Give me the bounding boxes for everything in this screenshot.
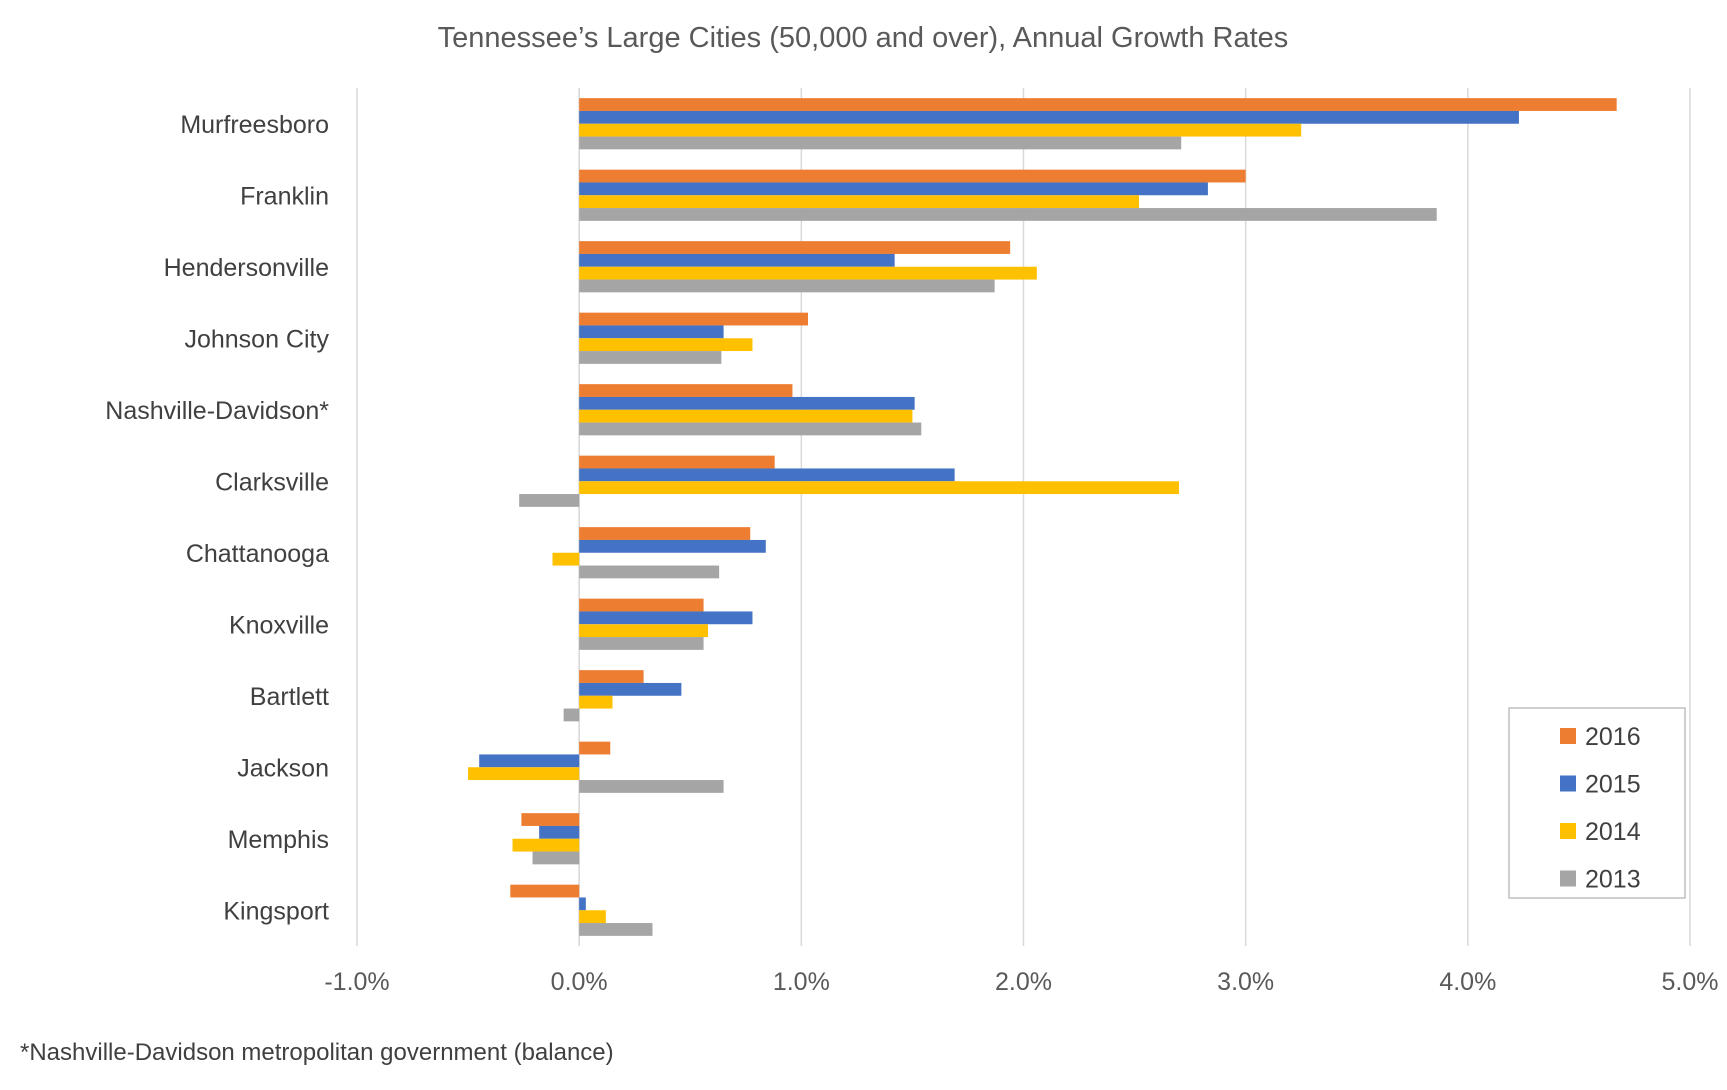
bar bbox=[579, 565, 720, 579]
bar bbox=[579, 670, 644, 683]
x-tick-label: 4.0% bbox=[1439, 968, 1496, 996]
bar bbox=[579, 741, 611, 755]
x-tick-label: -1.0% bbox=[324, 968, 389, 996]
bars bbox=[468, 98, 1617, 936]
category-label: Jackson bbox=[237, 754, 329, 782]
bar bbox=[579, 169, 1246, 183]
bar bbox=[552, 552, 580, 566]
chart-title: Tennessee’s Large Cities (50,000 and ove… bbox=[438, 22, 1289, 54]
bar bbox=[579, 136, 1182, 150]
category-label: Bartlett bbox=[250, 683, 329, 711]
bar bbox=[579, 312, 808, 326]
category-label: Chattanooga bbox=[186, 540, 329, 568]
x-tick-label: 1.0% bbox=[773, 968, 830, 996]
bar bbox=[579, 923, 653, 936]
x-tick-label: 0.0% bbox=[551, 968, 608, 996]
bar bbox=[579, 208, 1437, 221]
legend-label: 2014 bbox=[1585, 818, 1641, 846]
bar bbox=[579, 266, 1037, 280]
bar bbox=[579, 637, 704, 650]
x-tick-label: 2.0% bbox=[995, 968, 1052, 996]
bar bbox=[579, 468, 955, 482]
bar bbox=[539, 825, 580, 839]
gridlines bbox=[356, 88, 1691, 946]
bar bbox=[579, 695, 613, 709]
bar bbox=[563, 708, 580, 722]
bar bbox=[579, 123, 1302, 137]
bar bbox=[579, 279, 995, 293]
bar bbox=[579, 241, 1011, 254]
chart-footnote: *Nashville-Davidson metropolitan governm… bbox=[20, 1039, 614, 1066]
bar bbox=[512, 838, 580, 852]
bar bbox=[579, 110, 1519, 124]
bar bbox=[579, 325, 724, 339]
legend-swatch bbox=[1560, 728, 1576, 744]
bar bbox=[579, 455, 775, 469]
category-label: Kingsport bbox=[223, 897, 329, 925]
legend-swatch bbox=[1560, 823, 1576, 839]
category-labels: Murfreesboro Franklin Hendersonville Johnso… bbox=[105, 111, 329, 926]
legend-box bbox=[1508, 707, 1686, 899]
bar bbox=[579, 384, 793, 397]
bar bbox=[468, 767, 580, 781]
bar bbox=[579, 253, 895, 267]
legend-swatch bbox=[1560, 870, 1576, 887]
category-label: Memphis bbox=[228, 826, 329, 854]
category-label: Nashville-Davidson* bbox=[105, 397, 329, 425]
category-label: Hendersonville bbox=[164, 254, 329, 282]
bar bbox=[479, 754, 580, 768]
bar bbox=[579, 527, 751, 540]
bar bbox=[579, 351, 722, 364]
bar bbox=[519, 494, 580, 507]
bar bbox=[579, 910, 606, 924]
bar bbox=[579, 481, 1180, 495]
bar bbox=[579, 624, 709, 638]
x-tick-label: 5.0% bbox=[1662, 968, 1719, 996]
bar bbox=[579, 195, 1140, 209]
bar bbox=[521, 813, 580, 826]
bar bbox=[579, 897, 586, 911]
bar bbox=[579, 396, 915, 410]
category-label: Franklin bbox=[240, 182, 329, 210]
bar bbox=[579, 338, 753, 352]
legend-label: 2016 bbox=[1585, 723, 1641, 751]
bar bbox=[579, 780, 724, 793]
category-label: Johnson City bbox=[184, 325, 329, 353]
bar bbox=[579, 98, 1617, 111]
bar bbox=[579, 598, 704, 612]
bar bbox=[579, 422, 922, 436]
bar bbox=[579, 539, 766, 553]
legend-label: 2015 bbox=[1585, 771, 1641, 799]
bar bbox=[510, 884, 580, 898]
bar bbox=[532, 851, 580, 865]
category-label: Clarksville bbox=[215, 468, 329, 496]
legend: 2016 2015 2014 2013 bbox=[1508, 707, 1686, 899]
legend-swatch bbox=[1560, 775, 1576, 792]
category-label: Murfreesboro bbox=[180, 111, 329, 139]
x-tick-labels: -1.0% 0.0% 1.0% 2.0% 3.0% 4.0% 5.0% bbox=[324, 968, 1718, 996]
bar bbox=[579, 682, 682, 696]
bar bbox=[579, 611, 753, 625]
category-label: Knoxville bbox=[229, 611, 329, 639]
x-tick-label: 3.0% bbox=[1217, 968, 1274, 996]
legend-label: 2013 bbox=[1585, 866, 1641, 894]
bar bbox=[579, 182, 1208, 196]
bar bbox=[579, 409, 913, 423]
